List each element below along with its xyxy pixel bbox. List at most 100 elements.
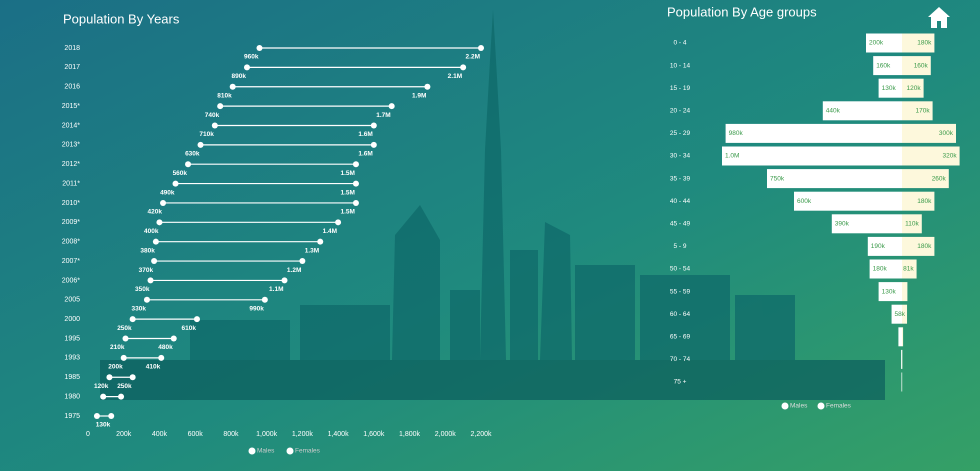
value-label: 480k bbox=[158, 344, 173, 351]
dot bbox=[389, 103, 395, 109]
dot bbox=[194, 316, 200, 322]
dot bbox=[335, 219, 341, 225]
value-label: 560k bbox=[173, 170, 188, 177]
value-label: 260k bbox=[932, 175, 947, 182]
value-label: 390k bbox=[835, 221, 850, 228]
value-label: 600k bbox=[797, 198, 812, 205]
value-label: 250k bbox=[117, 383, 132, 390]
y-tick-label: 2012* bbox=[62, 161, 81, 168]
value-label: 180k bbox=[917, 198, 932, 205]
value-label: 420k bbox=[148, 209, 163, 216]
value-label: 980k bbox=[729, 130, 744, 137]
value-label: 370k bbox=[139, 267, 154, 274]
value-label: 1.5M bbox=[341, 170, 355, 177]
x-tick-label: 1,000k bbox=[256, 431, 278, 438]
bar bbox=[901, 373, 902, 392]
dot bbox=[130, 374, 136, 380]
value-label: 1.5M bbox=[341, 189, 355, 196]
y-tick-label: 2016 bbox=[64, 84, 80, 91]
value-label: 200k bbox=[869, 40, 884, 47]
y-tick-label: 35 - 39 bbox=[670, 175, 691, 182]
value-label: 210k bbox=[110, 344, 125, 351]
dot bbox=[282, 277, 288, 283]
value-label: 130k bbox=[882, 85, 897, 92]
value-label: 990k bbox=[249, 306, 264, 313]
value-label: 610k bbox=[181, 325, 196, 332]
value-label: 410k bbox=[146, 364, 161, 371]
legend-marker bbox=[249, 448, 256, 455]
value-label: 740k bbox=[205, 112, 220, 119]
value-label: 180k bbox=[917, 243, 932, 250]
dot bbox=[317, 239, 323, 245]
dot bbox=[151, 258, 157, 264]
y-tick-label: 45 - 49 bbox=[670, 221, 691, 228]
value-label: 1.2M bbox=[287, 267, 301, 274]
dot bbox=[123, 336, 129, 342]
y-tick-label: 2013* bbox=[62, 142, 81, 149]
legend-label: Females bbox=[826, 403, 852, 410]
value-label: 380k bbox=[140, 247, 155, 254]
value-label: 350k bbox=[135, 286, 150, 293]
water bbox=[100, 360, 885, 400]
legend-marker bbox=[287, 448, 294, 455]
value-label: 1.6M bbox=[358, 151, 372, 158]
x-tick-label: 2,000k bbox=[435, 431, 457, 438]
bar bbox=[902, 327, 903, 346]
x-tick-label: 1,400k bbox=[328, 431, 350, 438]
value-label: 1.5M bbox=[341, 209, 355, 216]
dot bbox=[353, 161, 359, 167]
y-tick-label: 60 - 64 bbox=[670, 311, 691, 318]
bar bbox=[902, 282, 907, 301]
value-label: 81k bbox=[903, 266, 914, 273]
dot bbox=[185, 161, 191, 167]
y-tick-label: 2018 bbox=[64, 45, 80, 52]
value-label: 2.1M bbox=[448, 73, 462, 80]
y-tick-label: 55 - 59 bbox=[670, 288, 691, 295]
value-label: 58k bbox=[895, 311, 906, 318]
y-tick-label: 2008* bbox=[62, 239, 81, 246]
bar bbox=[722, 147, 902, 166]
value-label: 130k bbox=[96, 422, 111, 429]
chart-title: Population By Age groups bbox=[667, 4, 817, 19]
x-tick-label: 1,600k bbox=[363, 431, 385, 438]
dot bbox=[121, 355, 127, 361]
value-label: 750k bbox=[770, 175, 785, 182]
value-label: 120k bbox=[94, 383, 109, 390]
value-label: 810k bbox=[217, 92, 232, 99]
value-label: 1.1M bbox=[269, 286, 283, 293]
value-label: 1.3M bbox=[305, 247, 319, 254]
value-label: 2.2M bbox=[466, 54, 480, 61]
bar bbox=[898, 327, 902, 346]
dot bbox=[424, 84, 430, 90]
value-label: 180k bbox=[917, 40, 932, 47]
y-tick-label: 5 - 9 bbox=[673, 243, 686, 250]
value-label: 1.4M bbox=[323, 228, 337, 235]
value-label: 960k bbox=[244, 54, 259, 61]
value-label: 330k bbox=[131, 306, 146, 313]
dot bbox=[230, 84, 236, 90]
value-label: 250k bbox=[117, 325, 132, 332]
y-tick-label: 2000 bbox=[64, 316, 80, 323]
value-label: 160k bbox=[914, 62, 929, 69]
y-tick-label: 50 - 54 bbox=[670, 266, 691, 273]
y-tick-label: 30 - 34 bbox=[670, 153, 691, 160]
value-label: 320k bbox=[942, 153, 957, 160]
dot bbox=[460, 64, 466, 70]
dot bbox=[94, 413, 100, 419]
x-tick-label: 2,200k bbox=[470, 431, 492, 438]
dot bbox=[100, 394, 106, 400]
dot bbox=[217, 103, 223, 109]
legend-label: Males bbox=[257, 448, 275, 455]
value-label: 630k bbox=[185, 151, 200, 158]
dot bbox=[106, 374, 112, 380]
dot bbox=[108, 413, 114, 419]
legend-marker bbox=[818, 403, 825, 410]
x-tick-label: 600k bbox=[188, 431, 204, 438]
value-label: 160k bbox=[876, 62, 891, 69]
value-label: 400k bbox=[144, 228, 159, 235]
dot bbox=[198, 142, 204, 148]
value-label: 110k bbox=[905, 221, 919, 228]
value-label: 180k bbox=[873, 266, 888, 273]
legend-label: Males bbox=[790, 403, 808, 410]
dot bbox=[173, 181, 179, 187]
